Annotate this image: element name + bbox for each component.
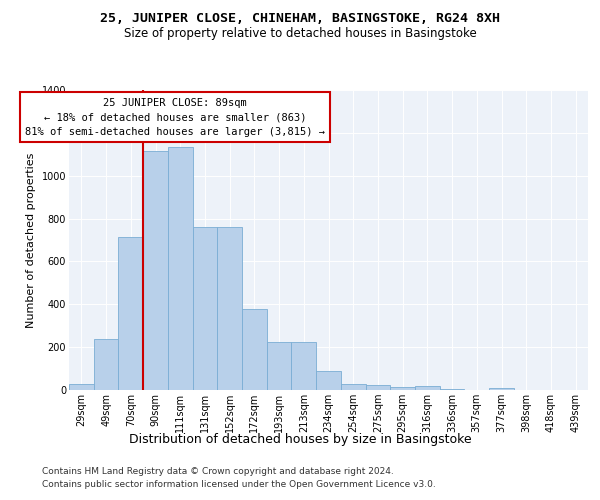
Text: Distribution of detached houses by size in Basingstoke: Distribution of detached houses by size … (128, 432, 472, 446)
Bar (168, 147, 193, 390)
Bar (316, 370, 341, 390)
Bar (69, 384, 94, 390)
Bar (242, 308, 267, 390)
Text: Contains public sector information licensed under the Open Government Licence v3: Contains public sector information licen… (42, 480, 436, 489)
Text: Size of property relative to detached houses in Basingstoke: Size of property relative to detached ho… (124, 28, 476, 40)
Text: 25, JUNIPER CLOSE, CHINEHAM, BASINGSTOKE, RG24 8XH: 25, JUNIPER CLOSE, CHINEHAM, BASINGSTOKE… (100, 12, 500, 26)
Y-axis label: Number of detached properties: Number of detached properties (26, 152, 36, 328)
Bar (415, 386, 440, 390)
Bar (341, 384, 365, 390)
Bar (292, 342, 316, 390)
Bar (118, 237, 143, 390)
Bar (390, 387, 415, 390)
Bar (143, 151, 168, 390)
Bar (267, 342, 292, 390)
Bar (217, 227, 242, 390)
Bar (489, 388, 514, 390)
Bar (193, 227, 217, 390)
Text: Contains HM Land Registry data © Crown copyright and database right 2024.: Contains HM Land Registry data © Crown c… (42, 467, 394, 476)
Bar (365, 384, 390, 390)
Text: 25 JUNIPER CLOSE: 89sqm
← 18% of detached houses are smaller (863)
81% of semi-d: 25 JUNIPER CLOSE: 89sqm ← 18% of detache… (25, 98, 325, 137)
Bar (94, 338, 118, 390)
